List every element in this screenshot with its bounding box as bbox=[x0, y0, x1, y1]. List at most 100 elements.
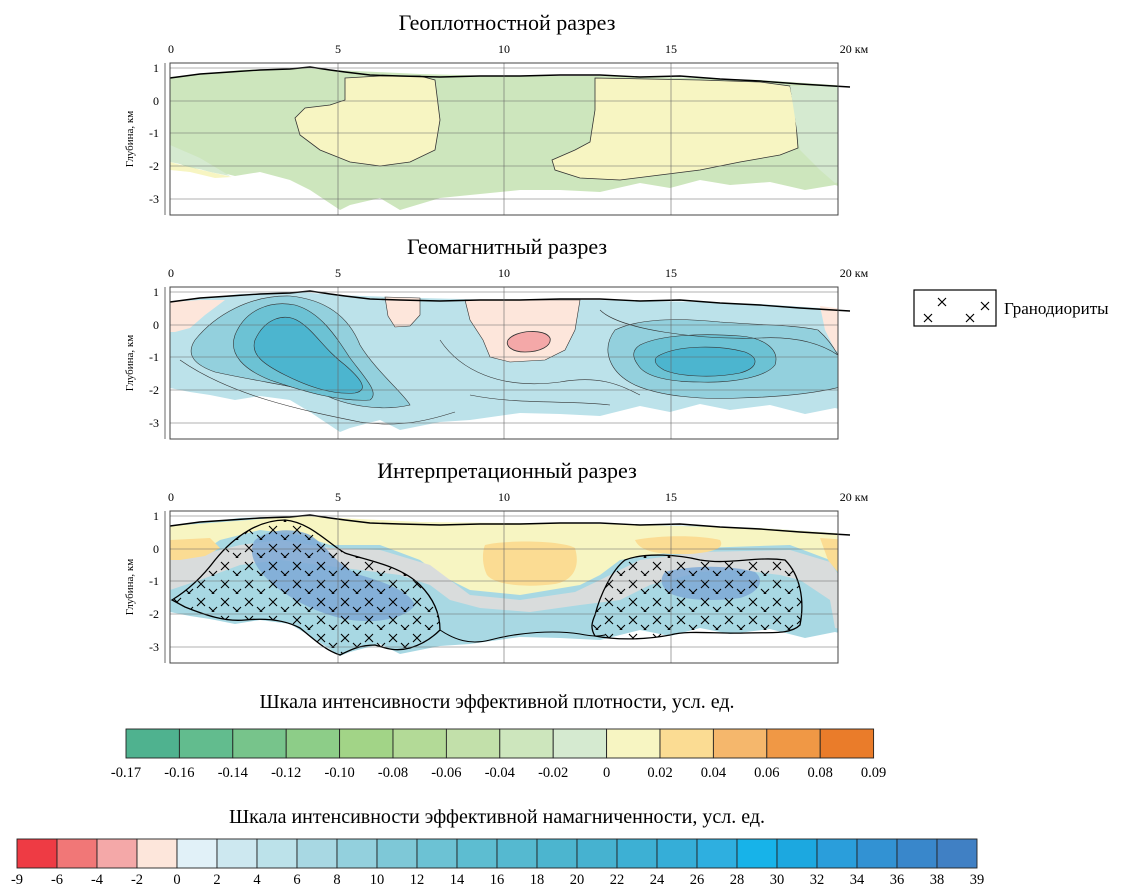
scale-title: Шкала интенсивности эффективной плотност… bbox=[260, 691, 735, 713]
x-tick: 5 bbox=[335, 42, 341, 56]
x-tick: 15 bbox=[665, 266, 677, 280]
x-tick: 0 bbox=[168, 266, 174, 280]
magnet-scale-label: 36 bbox=[890, 872, 905, 888]
density-scale-swatch bbox=[339, 728, 394, 759]
interp-zone-orange-3 bbox=[635, 536, 722, 555]
density-scale-label: -0.14 bbox=[218, 765, 249, 781]
density-scale-swatch bbox=[499, 728, 554, 759]
density-scale-swatch bbox=[178, 728, 234, 759]
density-scale: Шкала интенсивности эффективной плотност… bbox=[111, 691, 886, 781]
density-scale-label: 0.04 bbox=[701, 765, 727, 781]
y-tick: -2 bbox=[149, 383, 159, 397]
y-tick: 0 bbox=[153, 542, 159, 556]
interp-zone-orange-4 bbox=[820, 538, 838, 573]
magnet-scale-swatch bbox=[216, 838, 258, 869]
x-tick: 0 bbox=[168, 42, 174, 56]
magnet-scale-label: 8 bbox=[333, 872, 340, 888]
magnet-scale-swatch bbox=[416, 838, 458, 869]
density-zone-neutral-left bbox=[170, 162, 232, 178]
magnet-scale-label: 20 bbox=[570, 872, 585, 888]
y-ticks: 1 0 -1 -2 -3 bbox=[149, 61, 159, 206]
magnet-scale-swatch bbox=[16, 838, 58, 869]
panel-title: Интерпретационный разрез bbox=[377, 458, 637, 483]
y-tick: -3 bbox=[149, 192, 159, 206]
y-tick: -1 bbox=[149, 126, 159, 140]
x-tick: 5 bbox=[335, 266, 341, 280]
y-ticks: 1 0 -1 -2 -3 bbox=[149, 509, 159, 654]
plot-frame bbox=[169, 510, 839, 664]
magnet-scale-swatch bbox=[816, 838, 858, 869]
magnet-scale-swatch bbox=[456, 838, 498, 869]
magnet-scale-swatch bbox=[696, 838, 738, 869]
terrain-line bbox=[169, 514, 851, 536]
x-tick: 10 bbox=[498, 266, 510, 280]
magnet-scale-label: -6 bbox=[51, 872, 63, 888]
magnet-scale-label: 18 bbox=[530, 872, 545, 888]
magnet-scale-swatch bbox=[936, 838, 978, 869]
magnet-scale-swatch bbox=[576, 838, 618, 869]
density-scale-label: -0.12 bbox=[271, 765, 301, 781]
panel-interpretation: Интерпретационный разрез 0 5 bbox=[124, 458, 869, 664]
mag-zone-max-right bbox=[654, 346, 756, 377]
x-ticks: 0 5 10 15 20 км bbox=[168, 42, 869, 56]
density-scale-label: 0 bbox=[603, 765, 610, 781]
x-tick: 0 bbox=[168, 490, 174, 504]
panel-title: Геоплотностной разрез bbox=[399, 10, 616, 35]
x-tick: 5 bbox=[335, 490, 341, 504]
density-scale-swatch bbox=[285, 728, 341, 759]
magnet-scale-label: 24 bbox=[650, 872, 665, 888]
y-axis-label: Глубина, км bbox=[124, 335, 136, 391]
magnet-scale-swatch bbox=[96, 838, 138, 869]
mag-zone-max-left bbox=[253, 317, 363, 394]
terrain-line bbox=[169, 290, 851, 312]
y-tick: -1 bbox=[149, 574, 159, 588]
density-scale-swatch bbox=[392, 728, 447, 759]
y-tick: -2 bbox=[149, 159, 159, 173]
y-tick: -3 bbox=[149, 640, 159, 654]
magnet-scale-swatch bbox=[616, 838, 658, 869]
magnet-scale-swatch bbox=[856, 838, 898, 869]
bottom-line bbox=[439, 629, 606, 643]
magnet-scale-label: 0 bbox=[173, 872, 180, 888]
y-axis-label: Глубина, км bbox=[124, 111, 136, 167]
magnetic-field bbox=[170, 292, 838, 432]
density-scale-label: -0.16 bbox=[164, 765, 194, 781]
density-scale-label: -0.02 bbox=[538, 765, 568, 781]
grid-lines bbox=[170, 511, 838, 663]
magnet-scale-labels: -9 -6 -4 -2 0 2 4 6 8 10 12 14 16 18 20 22 24 26 28 30 32 34 3… bbox=[11, 872, 984, 888]
magnet-scale-swatch bbox=[136, 838, 178, 869]
density-scale-label: -0.10 bbox=[324, 765, 354, 781]
magnet-scale-swatch bbox=[296, 838, 338, 869]
density-scale-label: 0.09 bbox=[861, 765, 886, 781]
magnet-scale-swatch bbox=[776, 838, 818, 869]
magnet-scale-label: 34 bbox=[850, 872, 865, 888]
plot-frame bbox=[169, 286, 839, 440]
x-tick: 20 км bbox=[840, 42, 869, 56]
density-scale-swatch bbox=[445, 728, 501, 759]
magnet-scale-swatch bbox=[256, 838, 298, 869]
density-colorbar bbox=[125, 728, 875, 759]
grid-lines bbox=[170, 63, 838, 215]
x-ticks: 0 5 10 15 20 км bbox=[168, 490, 869, 504]
mag-zone-negative-center bbox=[464, 299, 581, 363]
magnet-scale-label: -4 bbox=[91, 872, 104, 888]
magnet-scale-label: 2 bbox=[213, 872, 220, 888]
terrain-line bbox=[169, 66, 851, 88]
panel-title: Геомагнитный разрез bbox=[407, 234, 607, 259]
magnet-scale-label: 32 bbox=[810, 872, 825, 888]
magnet-scale-swatch bbox=[496, 838, 538, 869]
density-scale-swatch bbox=[606, 728, 661, 759]
density-scale-swatch bbox=[712, 728, 768, 759]
density-scale-label: 0.06 bbox=[754, 765, 779, 781]
magnet-scale-label: 30 bbox=[770, 872, 785, 888]
granodiorite-body-right bbox=[591, 554, 803, 640]
mag-zone-min bbox=[506, 331, 551, 353]
magnet-scale-label: -9 bbox=[11, 872, 23, 888]
magnet-scale-swatch bbox=[56, 838, 98, 869]
magnet-scale: Шкала интенсивности эффективной намагнич… bbox=[11, 806, 984, 888]
magnet-scale-label: 22 bbox=[610, 872, 625, 888]
y-tick: -1 bbox=[149, 350, 159, 364]
y-tick: -2 bbox=[149, 607, 159, 621]
legend-label: Гранодиориты bbox=[1004, 299, 1109, 318]
